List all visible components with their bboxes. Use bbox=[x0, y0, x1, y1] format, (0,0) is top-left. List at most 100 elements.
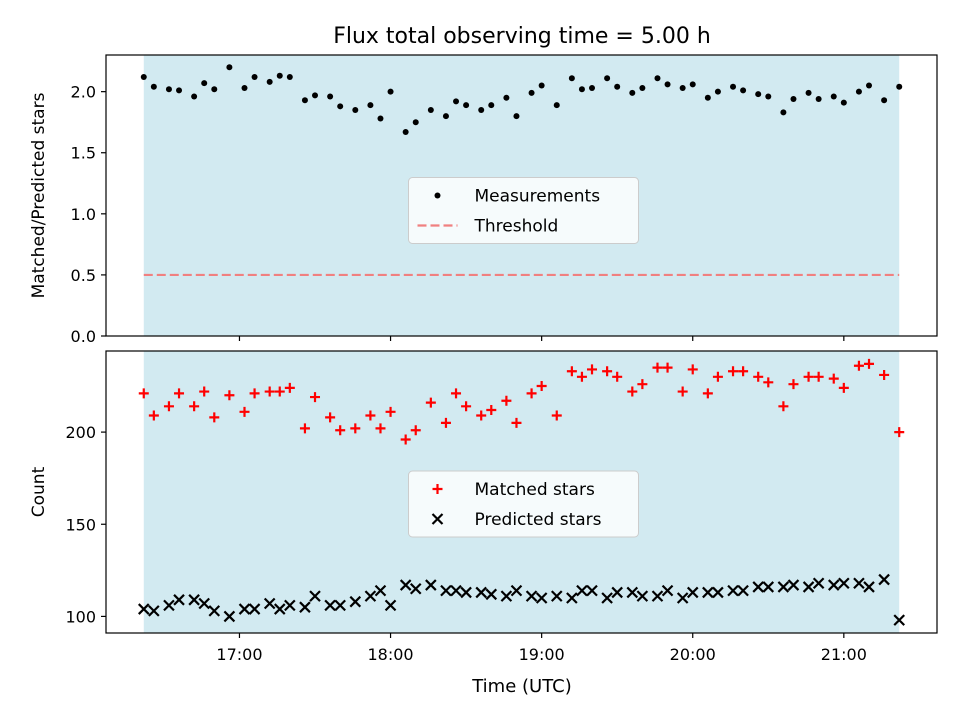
data-point bbox=[679, 84, 686, 91]
x-tick-label: 20:00 bbox=[670, 645, 716, 664]
data-point bbox=[828, 373, 839, 384]
x-axis-label: Time (UTC) bbox=[471, 676, 572, 697]
data-point bbox=[525, 590, 538, 602]
data-point bbox=[853, 360, 864, 371]
data-point bbox=[375, 423, 386, 434]
x-tick-label: 21:00 bbox=[821, 645, 867, 664]
data-point bbox=[334, 599, 346, 612]
data-point bbox=[661, 584, 674, 597]
data-point bbox=[815, 95, 822, 102]
data-point bbox=[576, 371, 587, 382]
data-point bbox=[453, 98, 460, 105]
legend: Measurements Threshold bbox=[408, 177, 639, 244]
data-point bbox=[163, 599, 175, 612]
data-point bbox=[385, 406, 396, 417]
data-point bbox=[778, 401, 789, 412]
data-point bbox=[387, 88, 394, 95]
data-point bbox=[777, 581, 790, 593]
data-point bbox=[352, 106, 359, 113]
legend-box bbox=[408, 177, 639, 244]
data-point bbox=[627, 386, 638, 397]
data-point bbox=[689, 81, 696, 88]
data-point bbox=[365, 410, 376, 421]
data-point bbox=[273, 603, 286, 615]
data-point bbox=[266, 78, 273, 85]
legend-box bbox=[408, 470, 639, 538]
data-point bbox=[864, 358, 875, 369]
data-point bbox=[755, 91, 762, 98]
data-point bbox=[301, 97, 308, 104]
y-tick-label: 1.5 bbox=[71, 144, 96, 163]
data-point bbox=[526, 388, 537, 399]
data-point bbox=[276, 72, 283, 79]
data-point bbox=[140, 73, 147, 80]
data-point bbox=[367, 102, 374, 109]
data-point bbox=[264, 386, 275, 397]
data-point bbox=[652, 362, 663, 373]
data-point bbox=[475, 586, 487, 599]
data-point bbox=[198, 597, 210, 610]
data-point bbox=[174, 388, 185, 399]
data-point bbox=[501, 395, 512, 406]
data-point bbox=[838, 382, 849, 393]
data-point bbox=[730, 83, 737, 90]
data-point bbox=[568, 75, 575, 82]
y-tick-label: 1.0 bbox=[71, 205, 96, 224]
y-tick-label: 0.5 bbox=[71, 266, 96, 285]
data-point bbox=[550, 590, 563, 602]
data-point bbox=[312, 92, 319, 99]
data-point bbox=[763, 377, 774, 388]
y-axis-label: Count bbox=[29, 466, 49, 517]
data-point bbox=[863, 581, 875, 593]
data-point bbox=[327, 93, 334, 100]
legend-dot-marker bbox=[434, 192, 441, 199]
data-point bbox=[451, 388, 462, 399]
data-point bbox=[239, 406, 250, 417]
data-point bbox=[780, 109, 787, 116]
axes-frame bbox=[105, 350, 938, 634]
data-point bbox=[409, 582, 422, 595]
data-point bbox=[263, 597, 276, 610]
data-point bbox=[335, 425, 346, 436]
legend-label: Threshold bbox=[474, 217, 559, 237]
data-point bbox=[460, 586, 472, 599]
data-point bbox=[686, 586, 699, 599]
data-point bbox=[614, 83, 621, 90]
data-point bbox=[486, 404, 497, 415]
data-point bbox=[654, 75, 661, 82]
data-point bbox=[450, 584, 462, 597]
data-point bbox=[840, 99, 847, 106]
data-point bbox=[728, 366, 739, 377]
data-point bbox=[704, 94, 711, 101]
data-point bbox=[427, 106, 434, 113]
data-point bbox=[702, 586, 714, 599]
data-point bbox=[150, 83, 157, 90]
data-point bbox=[425, 397, 436, 408]
data-point bbox=[636, 590, 649, 602]
data-point bbox=[586, 584, 598, 597]
data-point bbox=[248, 603, 261, 615]
data-point bbox=[476, 410, 487, 421]
data-point bbox=[714, 88, 721, 95]
data-point bbox=[350, 423, 361, 434]
data-point bbox=[223, 610, 236, 623]
legend-label: Measurements bbox=[475, 187, 601, 207]
data-point bbox=[855, 88, 862, 95]
legend-label: Matched stars bbox=[475, 480, 595, 500]
series-predicted-stars bbox=[137, 573, 906, 626]
x-tick-label: 19:00 bbox=[519, 645, 565, 664]
data-point bbox=[400, 434, 411, 445]
data-point bbox=[637, 379, 648, 390]
data-point bbox=[712, 371, 723, 382]
data-point bbox=[163, 401, 174, 412]
data-point bbox=[224, 390, 235, 401]
y-tick-label: 200 bbox=[65, 423, 96, 442]
data-point bbox=[553, 102, 560, 109]
data-point bbox=[802, 581, 815, 593]
data-point bbox=[274, 386, 285, 397]
data-point bbox=[790, 95, 797, 102]
data-point bbox=[812, 577, 825, 590]
data-point bbox=[738, 366, 749, 377]
data-point bbox=[284, 382, 295, 393]
